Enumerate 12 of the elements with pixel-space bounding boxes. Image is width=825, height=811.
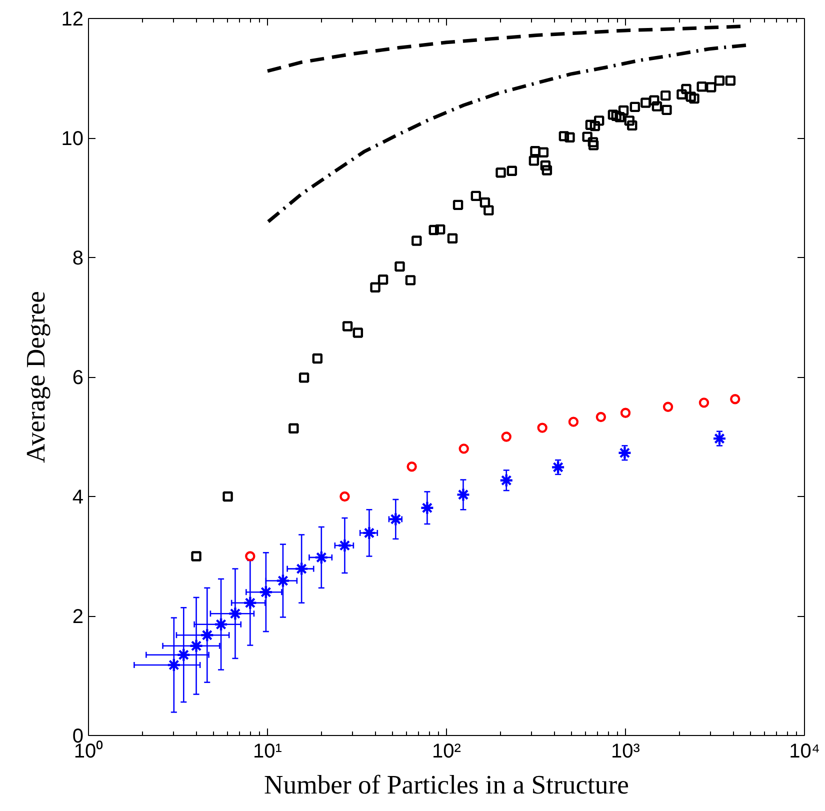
x-tick-label: 10¹ bbox=[253, 740, 282, 762]
x-axis-title: Number of Particles in a Structure bbox=[264, 770, 629, 800]
y-axis-title: Average Degree bbox=[20, 291, 50, 463]
y-tick-label: 4 bbox=[72, 486, 84, 508]
y-tick-label: 12 bbox=[61, 8, 84, 30]
y-tick-label: 8 bbox=[72, 248, 84, 270]
y-tick-label: 10 bbox=[61, 128, 84, 150]
x-tick-label: 10² bbox=[432, 740, 462, 762]
y-tick-label: 2 bbox=[72, 606, 84, 628]
y-tick-label: 6 bbox=[72, 367, 84, 389]
x-tick-label: 10⁴ bbox=[789, 740, 820, 762]
x-tick-label: 10³ bbox=[611, 740, 640, 762]
